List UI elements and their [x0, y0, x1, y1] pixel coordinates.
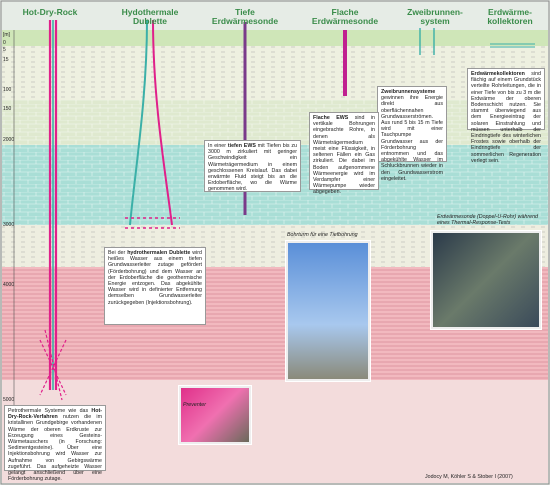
depth-unit: [m] — [3, 32, 10, 38]
photo — [430, 230, 542, 330]
text-segment: sind in vertikale Bohrungen eingebrachte… — [313, 115, 375, 196]
photo-caption: Bohrturm für eine Tiefbohrung — [287, 232, 358, 238]
photo — [178, 385, 252, 445]
depth-label: 5 — [3, 47, 6, 53]
photo-caption: Preventer — [183, 402, 206, 408]
column-header: Erdwärme-kollektoren — [487, 7, 533, 26]
column-header: Zweibrunnen-system — [407, 7, 463, 26]
text-segment: Bei der — [108, 250, 128, 256]
credit: Jodocy M, Köhler S & Stober I (2007) — [425, 474, 513, 480]
text-box: Zweibrunnensysteme gewinnen ihre Energie… — [377, 86, 447, 182]
text-segment: mit Tiefen bis zu 3000 m zirkuliert mit … — [208, 143, 297, 193]
column-header: Hot-Dry-Rock — [22, 7, 78, 17]
column-header: Tiefe Erdwärmesonde — [211, 7, 279, 26]
depth-label: 0 — [3, 40, 6, 46]
text-segment: gewinnen ihre Energie direkt aus oberflä… — [381, 95, 443, 182]
text-segment: Petrothermale Systeme wie das — [8, 408, 92, 414]
text-segment: nutzen die im kristallinen Grundgebirge … — [8, 414, 102, 483]
text-box: In einer tiefen EWS mit Tiefen bis zu 30… — [204, 140, 301, 192]
depth-label: 100 — [3, 87, 12, 93]
text-segment: Hot-Dry-Rock-Verfahren — [8, 408, 102, 421]
column-header: Hydothermale Dublette — [121, 7, 179, 26]
text-segment: In einer — [208, 143, 228, 149]
text-box: Bei der hydrothermalen Dublette wird hei… — [104, 247, 206, 325]
text-segment: Zweibrunnensysteme — [381, 89, 436, 95]
photo-caption: Erdwärmesonde (Doppel-U-Rohr) während ei… — [437, 214, 538, 226]
text-box: Petrothermale Systeme wie das Hot-Dry-Ro… — [4, 405, 106, 482]
text-box: Flache EWS sind in vertikale Bohrungen e… — [309, 112, 379, 195]
text-box: Erdwärmekollektoren sind flächig auf ein… — [467, 68, 545, 164]
photo — [285, 240, 371, 382]
text-segment: tiefen EWS — [227, 143, 256, 149]
text-segment: Erdwärmekollektoren — [471, 71, 525, 77]
depth-label: 15 — [3, 57, 9, 63]
depth-label: 3000 — [3, 222, 15, 228]
depth-label: 150 — [3, 106, 12, 112]
text-segment: Flache EWS — [313, 115, 349, 121]
depth-label: 2000 — [3, 137, 15, 143]
column-header: Flache Erdwärmesonde — [311, 7, 379, 26]
depth-label: 4000 — [3, 282, 15, 288]
depth-label: 5000 — [3, 397, 15, 403]
text-segment: hydrothermalen Dublette — [127, 250, 191, 256]
text-segment: wird heißes Wasser aus einem tiefen Grun… — [108, 250, 202, 306]
text-segment: sind flächig auf einem Grundstück vertei… — [471, 71, 541, 164]
